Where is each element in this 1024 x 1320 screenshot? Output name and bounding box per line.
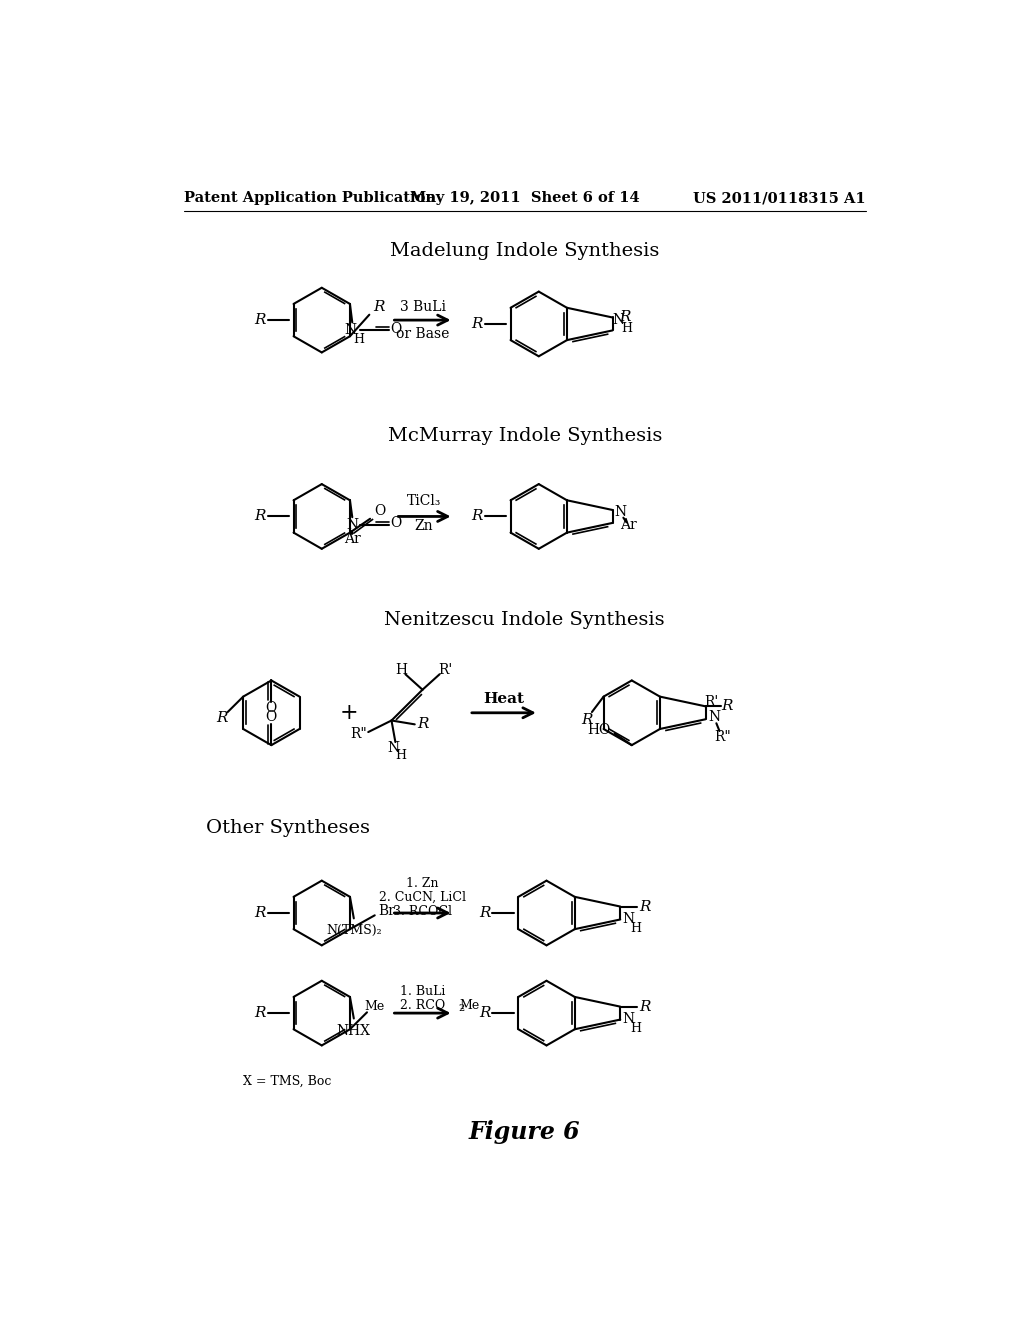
Text: R: R — [254, 313, 265, 327]
Text: 2: 2 — [458, 1005, 464, 1012]
Text: R: R — [722, 700, 733, 713]
Text: O: O — [374, 504, 385, 517]
Text: Other Syntheses: Other Syntheses — [206, 820, 370, 837]
Text: R": R" — [714, 730, 731, 744]
Text: O: O — [390, 516, 401, 531]
Text: R: R — [471, 317, 482, 331]
Text: Figure 6: Figure 6 — [469, 1121, 581, 1144]
Text: US 2011/0118315 A1: US 2011/0118315 A1 — [693, 191, 866, 206]
Text: N: N — [622, 912, 634, 925]
Text: H: H — [621, 322, 632, 335]
Text: H: H — [353, 333, 364, 346]
Text: Me: Me — [459, 999, 479, 1012]
Text: 2. CuCN, LiCl: 2. CuCN, LiCl — [379, 891, 466, 904]
Text: R': R' — [438, 663, 453, 677]
Text: Ar: Ar — [344, 532, 360, 545]
Text: Madelung Indole Synthesis: Madelung Indole Synthesis — [390, 242, 659, 260]
Text: 1. BuLi: 1. BuLi — [399, 985, 445, 998]
Text: R: R — [254, 906, 265, 920]
Text: or Base: or Base — [396, 327, 450, 341]
Text: 3 BuLi: 3 BuLi — [399, 300, 445, 314]
Text: R: R — [639, 999, 651, 1014]
Text: H: H — [630, 1022, 641, 1035]
Text: McMurray Indole Synthesis: McMurray Indole Synthesis — [388, 426, 662, 445]
Text: R: R — [620, 310, 631, 323]
Text: N: N — [709, 710, 721, 725]
Text: R: R — [373, 300, 384, 314]
Text: Patent Application Publication: Patent Application Publication — [183, 191, 436, 206]
Text: N: N — [345, 323, 356, 337]
Text: 2. RCO: 2. RCO — [400, 999, 445, 1012]
Text: R: R — [479, 906, 490, 920]
Text: 3. RCOCl: 3. RCOCl — [393, 906, 452, 917]
Text: HO: HO — [588, 723, 611, 737]
Text: N: N — [614, 506, 627, 519]
Text: R: R — [216, 711, 227, 725]
Text: N(TMS)₂: N(TMS)₂ — [326, 924, 382, 937]
Text: O: O — [390, 322, 401, 335]
Text: Br: Br — [379, 904, 395, 917]
Text: +: + — [340, 702, 358, 723]
Text: 1. Zn: 1. Zn — [407, 878, 438, 890]
Text: Heat: Heat — [483, 692, 524, 706]
Text: O: O — [266, 701, 278, 715]
Text: R: R — [581, 713, 592, 727]
Text: R": R" — [350, 727, 368, 742]
Text: R: R — [639, 899, 651, 913]
Text: Ar: Ar — [620, 519, 636, 532]
Text: R: R — [254, 510, 265, 524]
Text: R: R — [471, 510, 482, 524]
Text: Zn: Zn — [415, 520, 433, 533]
Text: H: H — [395, 750, 407, 763]
Text: TiCl₃: TiCl₃ — [407, 494, 441, 508]
Text: N: N — [612, 313, 625, 327]
Text: R': R' — [705, 696, 719, 709]
Text: May 19, 2011  Sheet 6 of 14: May 19, 2011 Sheet 6 of 14 — [410, 191, 640, 206]
Text: N: N — [622, 1012, 634, 1026]
Text: N: N — [346, 517, 358, 532]
Text: R: R — [479, 1006, 490, 1020]
Text: X = TMS, Boc: X = TMS, Boc — [243, 1074, 331, 1088]
Text: R: R — [254, 1006, 265, 1020]
Text: NHX: NHX — [337, 1024, 371, 1038]
Text: Me: Me — [365, 999, 385, 1012]
Text: R: R — [417, 717, 428, 731]
Text: N: N — [387, 742, 399, 755]
Text: H: H — [630, 921, 641, 935]
Text: Nenitzescu Indole Synthesis: Nenitzescu Indole Synthesis — [384, 611, 666, 630]
Text: O: O — [266, 710, 278, 725]
Text: H: H — [395, 663, 407, 677]
